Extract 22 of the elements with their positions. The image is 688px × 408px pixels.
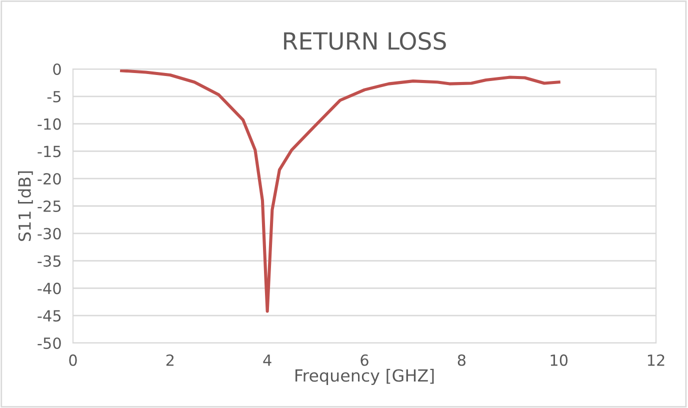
y-tick-label: -25 [38,200,61,212]
x-tick-label: 4 [263,354,272,366]
y-tick-label: -10 [38,118,61,130]
y-tick-label: -20 [38,173,61,185]
y-tick-label: 0 [53,63,61,76]
y-axis-title: S11 [dB] [18,171,33,241]
y-tick-label: -50 [38,337,61,350]
y-tick-label: -5 [47,91,61,102]
x-tick-label: 12 [648,354,664,366]
line-series [120,69,560,313]
y-tick-label: -30 [38,228,61,240]
x-tick-label: 8 [458,354,466,366]
x-tick-label: 0 [69,354,77,366]
y-tick-label: -35 [38,255,61,267]
y-tick-label: -45 [38,310,61,322]
x-axis-title: Frequency [GHZ] [296,368,434,386]
x-tick-label: 10 [550,354,568,366]
chart-title: RETURN LOSS [284,32,446,50]
x-tick-label: 6 [360,354,368,366]
y-tick-label: -15 [38,146,61,158]
y-tick-label: -40 [38,282,61,294]
x-tick-label: 2 [166,354,174,366]
